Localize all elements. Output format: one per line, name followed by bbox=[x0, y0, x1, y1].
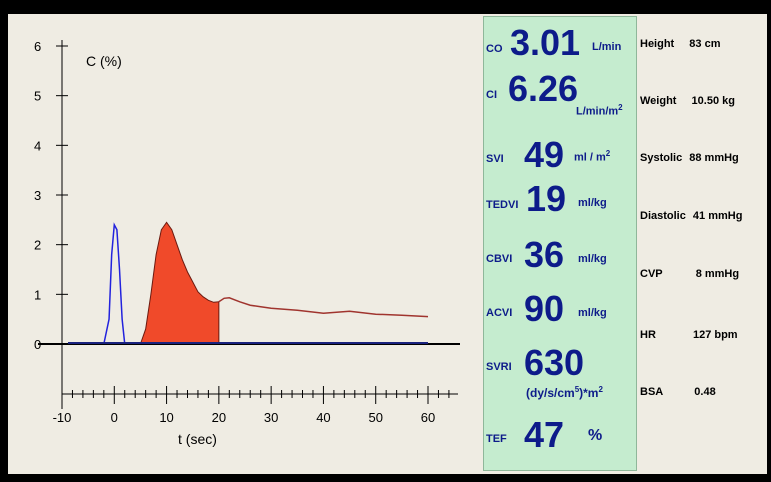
tef-label: TEF bbox=[486, 433, 507, 445]
patient-info: Height 83 cm Weight 10.50 kg Systolic 88… bbox=[640, 14, 767, 474]
svri-row: SVRI 630 (dy/s/cm5)*m2 bbox=[484, 341, 636, 401]
cbvi-row: CBVI 36 ml/kg bbox=[484, 235, 636, 275]
weight-row: Weight 10.50 kg bbox=[640, 95, 735, 107]
x-tick-label: 30 bbox=[264, 410, 278, 425]
ci-unit: L/min/m2 bbox=[576, 103, 623, 118]
chart-svg: 0 1 2 3 4 5 6 -10 0 10 20 30 40 50 60 C (%) t (sec) bbox=[34, 39, 460, 447]
tedvi-value: 19 bbox=[526, 178, 567, 219]
x-tick-label: 50 bbox=[368, 410, 382, 425]
hr-value: 127 bpm bbox=[692, 329, 738, 341]
systolic-value: 88 mmHg bbox=[689, 152, 739, 164]
svi-label: SVI bbox=[486, 153, 504, 165]
ci-value: 6.26 bbox=[508, 68, 579, 109]
hr-label: HR bbox=[640, 329, 656, 341]
diastolic-label: Diastolic bbox=[640, 210, 686, 222]
cbvi-label: CBVI bbox=[486, 253, 513, 265]
x-tick-label: 10 bbox=[159, 410, 173, 425]
svi-row: SVI 49 ml / m2 bbox=[484, 135, 636, 175]
x-axis-label: t (sec) bbox=[178, 431, 217, 447]
hr-row: HR 127 bpm bbox=[640, 329, 738, 341]
svri-label: SVRI bbox=[486, 361, 512, 373]
co-row: CO 3.01 L/min bbox=[484, 21, 636, 61]
height-row: Height 83 cm bbox=[640, 38, 721, 50]
y-tick-label: 4 bbox=[34, 138, 41, 153]
height-value: 83 cm bbox=[689, 38, 721, 50]
bsa-value: 0.48 bbox=[694, 386, 716, 398]
recirculation-curve bbox=[218, 297, 429, 318]
tef-value: 47 bbox=[524, 414, 565, 455]
systolic-row: Systolic 88 mmHg bbox=[640, 152, 739, 164]
tedvi-unit: ml/kg bbox=[578, 197, 607, 209]
tef-row: TEF 47 % bbox=[484, 409, 636, 453]
dilution-area bbox=[139, 221, 220, 345]
systolic-label: Systolic bbox=[640, 152, 683, 164]
acvi-unit: ml/kg bbox=[578, 307, 607, 319]
ci-row: CI 6.26 L/min/m2 bbox=[484, 69, 636, 119]
bsa-row: BSA 0.48 bbox=[640, 386, 716, 398]
monitor-window: 0 1 2 3 4 5 6 -10 0 10 20 30 40 50 60 C (%) t (sec) CO… bbox=[8, 14, 767, 474]
y-tick-label: 3 bbox=[34, 188, 41, 203]
y-tick-label: 2 bbox=[34, 238, 41, 253]
x-tick-label: 0 bbox=[111, 410, 118, 425]
acvi-label: ACVI bbox=[486, 307, 513, 319]
hemodynamic-panel: CO 3.01 L/min CI 6.26 L/min/m2 SVI 49 ml… bbox=[483, 16, 637, 471]
tef-unit: % bbox=[588, 427, 603, 444]
svi-value: 49 bbox=[524, 134, 565, 175]
y-axis-label: C (%) bbox=[86, 53, 122, 69]
acvi-row: ACVI 90 ml/kg bbox=[484, 289, 636, 329]
cbvi-unit: ml/kg bbox=[578, 253, 607, 265]
x-tick-label: 60 bbox=[421, 410, 435, 425]
svri-value: 630 bbox=[524, 342, 585, 383]
height-label: Height bbox=[640, 38, 675, 50]
co-label: CO bbox=[486, 43, 503, 55]
cbvi-value: 36 bbox=[524, 234, 565, 275]
ci-label: CI bbox=[486, 89, 497, 101]
cvp-value: 8 mmHg bbox=[695, 268, 740, 280]
weight-value: 10.50 kg bbox=[691, 95, 735, 107]
diastolic-value: 41 mmHg bbox=[692, 210, 743, 222]
x-tick-label: 40 bbox=[316, 410, 330, 425]
y-tick-label: 6 bbox=[34, 39, 41, 54]
weight-label: Weight bbox=[640, 95, 677, 107]
x-tick-label: -10 bbox=[53, 410, 72, 425]
svi-unit: ml / m2 bbox=[574, 149, 611, 164]
diastolic-row: Diastolic 41 mmHg bbox=[640, 210, 742, 222]
concentration-chart: 0 1 2 3 4 5 6 -10 0 10 20 30 40 50 60 C (%) t (sec) bbox=[8, 14, 480, 474]
cvp-label: CVP bbox=[640, 268, 663, 280]
svri-unit: (dy/s/cm5)*m2 bbox=[526, 385, 603, 400]
y-tick-label: 0 bbox=[34, 337, 41, 352]
tedvi-label: TEDVI bbox=[486, 199, 519, 211]
tedvi-row: TEDVI 19 ml/kg bbox=[484, 179, 636, 219]
bsa-label: BSA bbox=[640, 386, 664, 398]
y-tick-label: 5 bbox=[34, 89, 41, 104]
co-unit: L/min bbox=[592, 41, 622, 53]
y-tick-label: 1 bbox=[34, 287, 41, 302]
co-value: 3.01 bbox=[510, 22, 581, 63]
indicator-curve bbox=[103, 222, 126, 345]
cvp-row: CVP 8 mmHg bbox=[640, 268, 739, 280]
x-tick-label: 20 bbox=[212, 410, 226, 425]
acvi-value: 90 bbox=[524, 288, 565, 329]
